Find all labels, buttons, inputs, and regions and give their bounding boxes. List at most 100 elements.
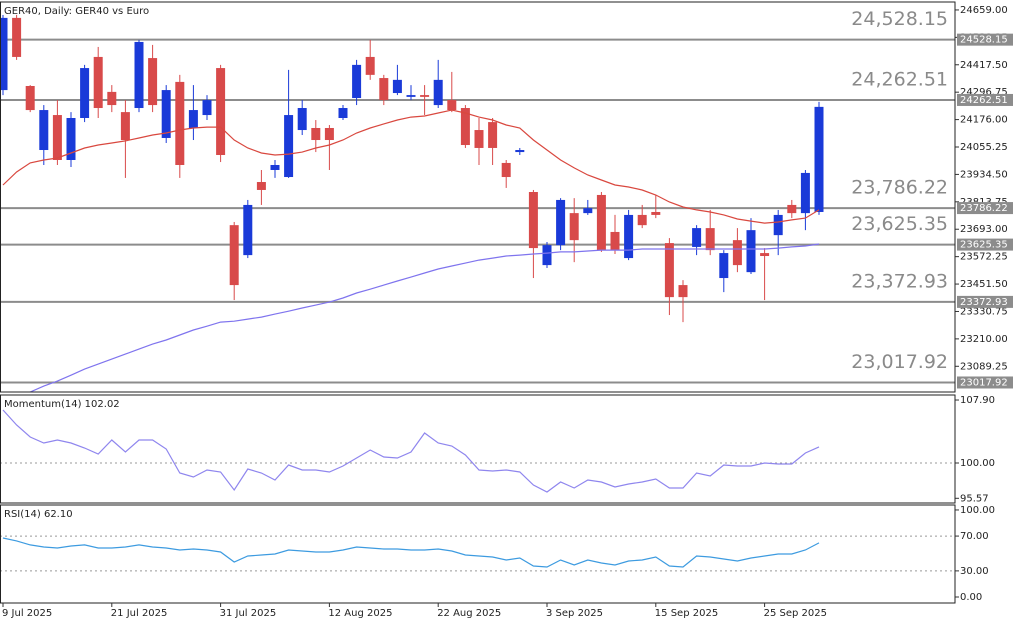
candle-body bbox=[256, 182, 266, 190]
panel-title: GER40, Daily: GER40 vs Euro bbox=[4, 6, 149, 17]
level-label: 23,625.35 bbox=[851, 213, 948, 235]
candle-body bbox=[270, 164, 280, 170]
candle-body bbox=[746, 230, 756, 273]
candle-body bbox=[624, 214, 634, 259]
candle-body bbox=[447, 100, 457, 111]
candle-body bbox=[379, 78, 389, 101]
level-label: 24,262.51 bbox=[851, 68, 948, 90]
y-tick-label: 23693.00 bbox=[960, 224, 1008, 235]
candle-body bbox=[80, 68, 90, 119]
candle-body bbox=[569, 213, 579, 241]
y-tick-label: 24055.25 bbox=[960, 142, 1008, 153]
level-tag-box bbox=[957, 202, 1013, 215]
candle-body bbox=[542, 245, 552, 266]
candle-body bbox=[338, 108, 348, 119]
candle-body bbox=[229, 225, 239, 286]
y-tick-label: 24417.50 bbox=[960, 60, 1008, 71]
candle-body bbox=[814, 106, 824, 212]
panel bbox=[0, 14, 955, 392]
y-tick-label: 23934.50 bbox=[960, 169, 1008, 180]
candle-body bbox=[352, 64, 362, 99]
candle-body bbox=[134, 41, 144, 109]
candle-body bbox=[488, 122, 498, 148]
candle-body bbox=[311, 127, 321, 141]
candle-body bbox=[651, 211, 661, 215]
indicator-line bbox=[2, 409, 820, 493]
candle-body bbox=[637, 214, 647, 226]
candle-body bbox=[501, 162, 511, 178]
panel-frame bbox=[0, 504, 956, 604]
panel-title: Momentum(14) 102.02 bbox=[4, 399, 120, 410]
indicator-line bbox=[28, 243, 820, 392]
candle-body bbox=[596, 194, 606, 251]
candle-body bbox=[515, 150, 525, 153]
candle-body bbox=[161, 90, 171, 138]
y-tick-label: 30.00 bbox=[960, 566, 989, 577]
candle-body bbox=[800, 172, 810, 214]
panel-frame bbox=[0, 394, 956, 504]
y-tick-label: 23451.50 bbox=[960, 279, 1008, 290]
y-tick-label: 95.57 bbox=[960, 493, 989, 504]
candle-body bbox=[0, 17, 8, 91]
indicator-line bbox=[2, 109, 820, 224]
level-label: 23,786.22 bbox=[851, 177, 948, 199]
candle-body bbox=[324, 127, 334, 141]
candle-body bbox=[556, 199, 566, 246]
candle-body bbox=[773, 214, 783, 236]
y-tick-label: 24659.00 bbox=[960, 5, 1008, 16]
panel bbox=[0, 409, 955, 493]
level-label: 23,372.93 bbox=[851, 270, 948, 292]
candle-body bbox=[365, 56, 375, 75]
candle-body bbox=[719, 253, 729, 279]
level-tag: 23372.93 bbox=[960, 297, 1008, 308]
indicator-line bbox=[2, 537, 820, 568]
y-tick-label: 24176.00 bbox=[960, 115, 1008, 126]
y-tick-label: 23210.00 bbox=[960, 334, 1008, 345]
panel bbox=[0, 535, 955, 572]
candle-body bbox=[175, 81, 185, 165]
x-tick-label: 9 Jul 2025 bbox=[2, 608, 52, 619]
level-tag: 23786.22 bbox=[960, 203, 1008, 214]
y-tick-label: 24296.75 bbox=[960, 87, 1008, 98]
y-tick-label: 23572.25 bbox=[960, 252, 1008, 263]
candle-body bbox=[732, 240, 742, 266]
candle-body bbox=[528, 192, 538, 249]
level-tag: 24528.15 bbox=[960, 35, 1008, 46]
level-tag-box bbox=[957, 376, 1013, 389]
candle-body bbox=[120, 112, 130, 141]
candle-body bbox=[284, 115, 294, 178]
candle-body bbox=[216, 68, 226, 156]
panel-frame bbox=[0, 1, 956, 393]
y-tick-label: 70.00 bbox=[960, 531, 989, 542]
candle-body bbox=[66, 118, 76, 160]
level-tag-box bbox=[957, 295, 1013, 308]
y-tick-label: 23089.25 bbox=[960, 361, 1008, 372]
candle-body bbox=[52, 115, 62, 160]
x-tick-label: 31 Jul 2025 bbox=[220, 608, 277, 619]
candle-body bbox=[12, 17, 22, 57]
level-tag-box bbox=[957, 93, 1013, 106]
candle-body bbox=[460, 108, 470, 146]
x-tick-label: 15 Sep 2025 bbox=[655, 608, 718, 619]
candle-body bbox=[188, 110, 198, 128]
candle-body bbox=[705, 228, 715, 251]
level-label: 23,017.92 bbox=[851, 351, 948, 373]
level-tag-box bbox=[957, 238, 1013, 251]
candle-body bbox=[433, 79, 443, 106]
y-tick-label: 23330.75 bbox=[960, 306, 1008, 317]
x-tick-label: 21 Jul 2025 bbox=[111, 608, 168, 619]
y-tick-label: 107.90 bbox=[960, 395, 995, 406]
candle-body bbox=[420, 95, 430, 97]
candle-body bbox=[406, 95, 416, 97]
y-tick-label: 0.00 bbox=[960, 592, 982, 603]
candle-body bbox=[243, 204, 253, 256]
candle-body bbox=[787, 204, 797, 214]
x-tick-label: 22 Aug 2025 bbox=[437, 608, 501, 619]
candle-body bbox=[25, 85, 35, 111]
candle-body bbox=[474, 130, 484, 148]
y-tick-label: 100.00 bbox=[960, 458, 995, 469]
y-tick-label: 100.00 bbox=[960, 505, 995, 516]
candle-body bbox=[760, 253, 770, 257]
candle-body bbox=[583, 208, 593, 214]
